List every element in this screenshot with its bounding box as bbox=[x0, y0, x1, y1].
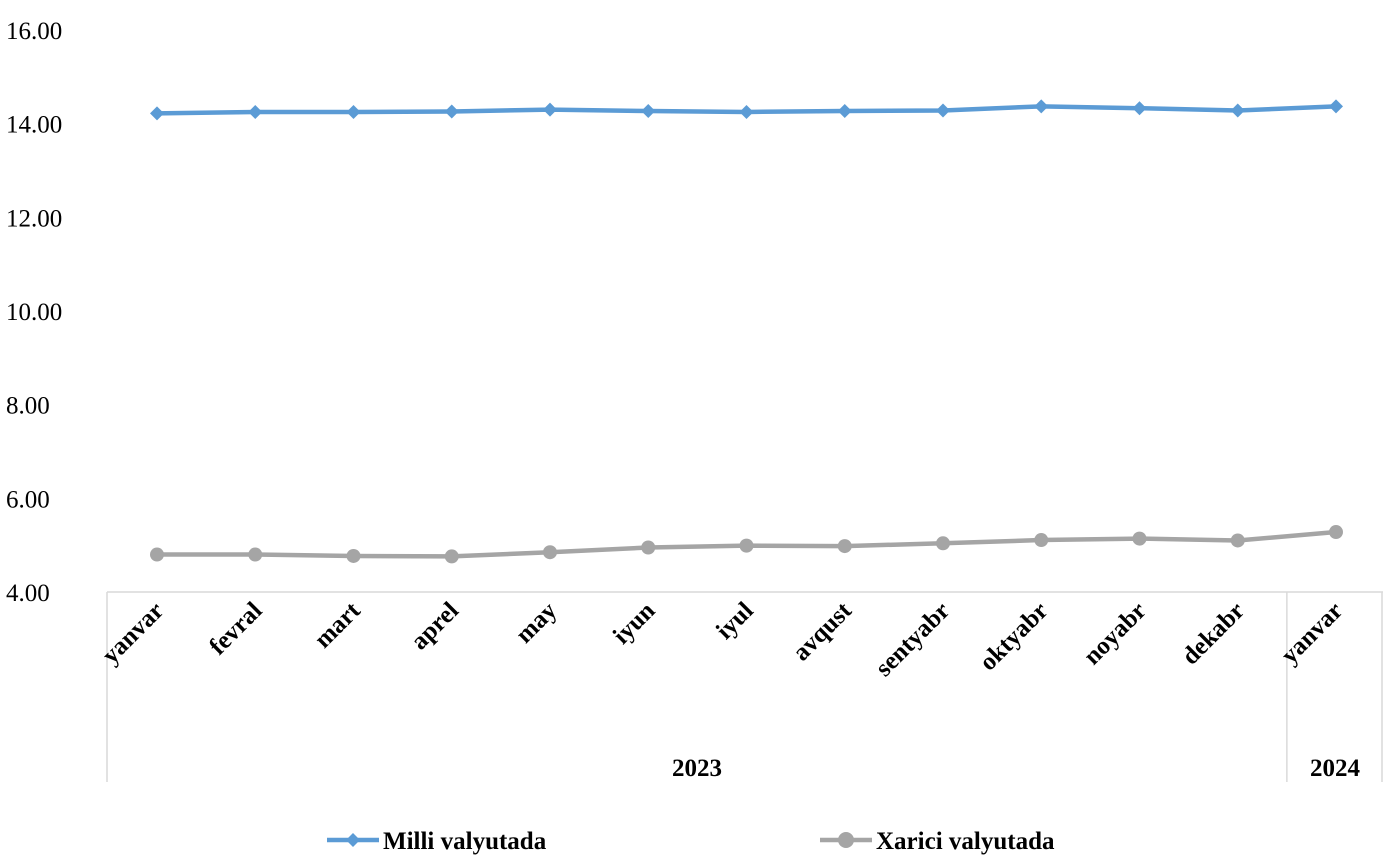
x-tick-label-may: may bbox=[511, 597, 563, 649]
data-point-xarici-valyutada bbox=[837, 539, 852, 554]
data-point-milli-valyutada bbox=[837, 104, 852, 119]
data-point-milli-valyutada bbox=[739, 104, 754, 119]
data-point-milli-valyutada bbox=[1132, 101, 1147, 116]
x-tick-label-iyul: iyul bbox=[711, 597, 759, 645]
data-point-xarici-valyutada bbox=[248, 547, 263, 562]
data-point-xarici-valyutada bbox=[346, 548, 361, 563]
legend-entry-xarici-valyutada: Xarici valyutada bbox=[820, 828, 1055, 855]
x-tick-label-oktyabr: oktyabr bbox=[974, 597, 1053, 676]
data-point-milli-valyutada bbox=[1034, 99, 1049, 114]
series-xarici-valyutada bbox=[150, 525, 1343, 564]
group-label-2023: 2023 bbox=[672, 755, 722, 782]
data-point-milli-valyutada bbox=[1230, 103, 1245, 118]
data-point-milli-valyutada bbox=[444, 104, 459, 119]
group-label-2024: 2024 bbox=[1310, 755, 1361, 782]
x-tick-label-sentyabr: sentyabr bbox=[870, 597, 955, 682]
y-tick-label: 6.00 bbox=[6, 486, 50, 513]
x-tick-label-avqust: avqust bbox=[788, 597, 858, 667]
data-point-xarici-valyutada bbox=[444, 549, 459, 564]
y-tick-label: 12.00 bbox=[6, 205, 62, 232]
y-tick-label: 4.00 bbox=[6, 580, 50, 607]
x-tick-label-dekabr: dekabr bbox=[1177, 597, 1250, 670]
data-point-xarici-valyutada bbox=[739, 538, 754, 553]
data-point-milli-valyutada bbox=[543, 102, 557, 117]
x-tick-labels: yanvar fevral mart aprel may iyun iyul avqust se… bbox=[97, 597, 1348, 682]
data-point-milli-valyutada bbox=[346, 104, 361, 119]
data-point-milli-valyutada bbox=[150, 106, 164, 121]
data-point-xarici-valyutada bbox=[1329, 525, 1343, 540]
x-tick-label-aprel: aprel bbox=[406, 597, 464, 655]
data-point-xarici-valyutada bbox=[1132, 531, 1147, 546]
data-point-xarici-valyutada bbox=[1034, 533, 1049, 548]
legend-label: Xarici valyutada bbox=[876, 828, 1055, 855]
data-point-xarici-valyutada bbox=[543, 545, 557, 560]
y-tick-label: 8.00 bbox=[6, 393, 50, 420]
data-point-xarici-valyutada bbox=[641, 540, 656, 555]
data-point-milli-valyutada bbox=[641, 104, 656, 119]
x-axis bbox=[106, 591, 1383, 782]
y-tick-label: 16.00 bbox=[6, 18, 62, 45]
data-point-milli-valyutada bbox=[248, 104, 263, 119]
x-tick-label-iyun: iyun bbox=[608, 597, 661, 650]
data-point-milli-valyutada bbox=[936, 103, 950, 118]
legend-circle-icon bbox=[838, 832, 854, 848]
x-tick-label-mart: mart bbox=[309, 597, 366, 654]
data-point-milli-valyutada bbox=[1329, 99, 1343, 114]
series-lines bbox=[150, 99, 1343, 564]
y-axis-labels: 4.00 6.00 8.00 10.00 12.00 14.00 16.00 bbox=[6, 18, 62, 607]
legend: Milli valyutada Xarici valyutada bbox=[327, 828, 1055, 855]
legend-diamond-icon bbox=[346, 833, 360, 847]
y-tick-label: 14.00 bbox=[6, 112, 62, 139]
data-point-xarici-valyutada bbox=[150, 547, 164, 562]
group-labels: 2023 2024 bbox=[672, 755, 1361, 782]
series-milli-valyutada bbox=[150, 99, 1343, 121]
legend-entry-milli-valyutada: Milli valyutada bbox=[327, 828, 547, 855]
y-tick-label: 10.00 bbox=[6, 299, 62, 326]
x-tick-label-noyabr: noyabr bbox=[1079, 597, 1152, 670]
data-point-xarici-valyutada bbox=[1230, 533, 1245, 548]
x-tick-label-yanvar: yanvar bbox=[97, 597, 169, 669]
x-tick-label-fevral: fevral bbox=[204, 597, 267, 660]
legend-label: Milli valyutada bbox=[383, 828, 547, 855]
data-point-xarici-valyutada bbox=[936, 536, 950, 551]
